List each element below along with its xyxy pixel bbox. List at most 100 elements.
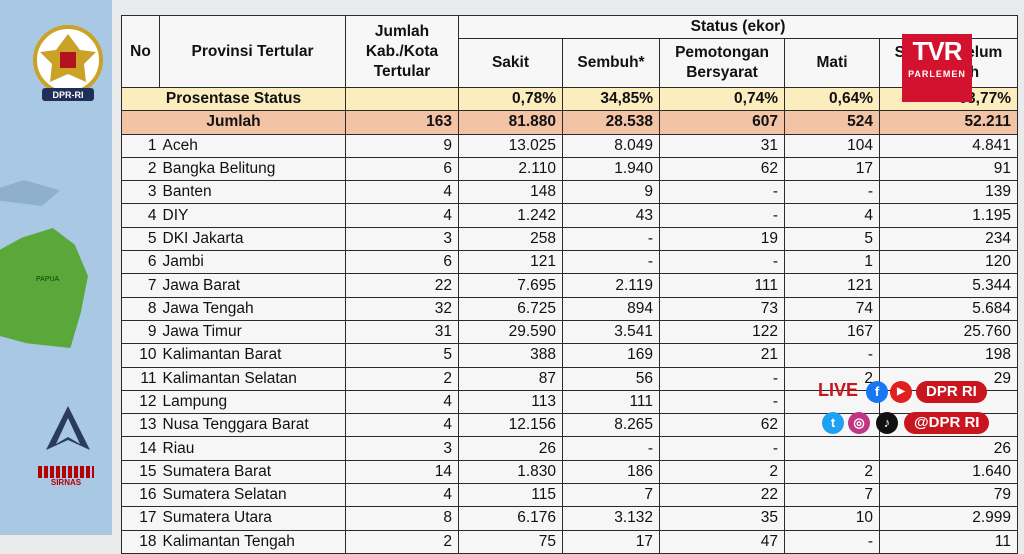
prosentase-potong: 0,74% [659,86,785,112]
province-name: Riau [159,436,346,461]
header-no: No [121,15,160,88]
kab-count: 6 [345,156,459,182]
row-number: 10 [121,343,160,368]
sembuh-value: 17 [562,529,660,554]
province-name: Jawa Barat [159,273,346,298]
kab-count: 5 [345,343,459,368]
pemotongan-value: - [659,366,785,391]
sembuh-value: 9 [562,180,660,205]
row-number: 17 [121,506,160,531]
mati-value: 104 [784,133,880,158]
pemotongan-value: 62 [659,156,785,182]
belum-sembuh-value: 139 [878,180,1019,205]
belum-sembuh-value: 234 [878,226,1019,252]
belum-sembuh-value: 120 [878,250,1019,275]
live-label: LIVE [818,380,859,400]
mati-value: - [784,343,880,368]
pemotongan-value: 21 [659,343,785,368]
tiktok-icon[interactable]: ♪ [876,412,898,434]
youtube-icon[interactable]: ▶ [890,381,912,403]
jumlah-potong: 607 [659,110,785,135]
sembuh-value: 8.265 [562,413,660,438]
belum-sembuh-value: 26 [878,436,1019,461]
table-row: 14 Riau 3 26- -26 [121,436,1019,461]
kab-count: 3 [345,226,459,252]
kab-count: 2 [345,529,459,554]
prosentase-label: Prosentase Status [121,86,346,112]
mati-value [784,436,880,461]
province-name: Sumatera Barat [159,459,346,485]
row-number: 16 [121,483,160,508]
sakit-value: 29.590 [458,319,563,345]
pemotongan-value: 2 [659,459,785,485]
jumlah-row: Jumlah 163 81.880 28.538 607 524 52.211 [121,110,1019,135]
table-row: 15 Sumatera Barat 14 1.830 186 2 2 1.640 [121,459,1019,485]
sembuh-value: 186 [562,459,660,485]
pemotongan-value: 111 [659,273,785,298]
pemotongan-value: 22 [659,483,785,508]
sembuh-value: 43 [562,203,660,228]
jumlah-sakit: 81.880 [458,110,563,135]
belum-sembuh-value: 11 [878,529,1019,554]
province-name: Jambi [159,250,346,275]
header-jumlah-kab: Jumlah Kab./Kota Tertular [345,15,459,88]
sembuh-value: 1.940 [562,156,660,182]
province-name: Sumatera Selatan [159,483,346,508]
province-name: Kalimantan Selatan [159,366,346,391]
dpr-ri-handle[interactable]: DPR RI [916,381,987,403]
table-row: 7 Jawa Barat 22 7.695 2.119 111 121 5.344 [121,273,1019,298]
province-name: Lampung [159,389,346,415]
row-number: 7 [121,273,160,298]
kab-count: 32 [345,296,459,321]
province-name: Banten [159,180,346,205]
row-number: 14 [121,436,160,461]
pemotongan-value: - [659,389,785,415]
row-number: 18 [121,529,160,554]
table-row: 16 Sumatera Selatan 4 115 7 22 7 79 [121,483,1019,508]
province-name: Aceh [159,133,346,158]
triangle-logo-icon [46,406,90,450]
kab-count: 31 [345,319,459,345]
province-name: Bangka Belitung [159,156,346,182]
sakit-value: 148 [458,180,563,205]
mati-value: - [784,529,880,554]
instagram-icon[interactable]: ◎ [848,412,870,434]
belum-sembuh-value: 1.195 [878,203,1019,228]
row-number: 11 [121,366,160,391]
facebook-icon[interactable]: f [866,381,888,403]
dpr-ri-social-handle[interactable]: @DPR RI [904,412,990,434]
dpr-emblem-icon: DPR-RI [33,25,103,101]
row-number: 9 [121,319,160,345]
sakit-value: 115 [458,483,563,508]
pemotongan-value: - [659,436,785,461]
sakit-value: 121 [458,250,563,275]
map-papua-shape [0,228,88,348]
province-rows: 1 Aceh 9 13.025 8.049 31 104 4.841 2 Bangka Belit… [121,133,1019,554]
mati-value [784,389,880,415]
prosentase-sakit: 0,78% [458,86,563,112]
mati-value: 1 [784,250,880,275]
sembuh-value: 7 [562,483,660,508]
sakit-value: 258 [458,226,563,252]
table-row: 1 Aceh 9 13.025 8.049 31 104 4.841 [121,133,1019,158]
header-status-group: Status (ekor) [457,15,1019,39]
prosentase-sembuh: 34,85% [562,86,660,112]
sembuh-value: 3.132 [562,506,660,531]
sakit-value: 75 [458,529,563,554]
prosentase-kab [345,86,459,112]
sembuh-value: - [562,436,660,461]
table-row: 18 Kalimantan Tengah 2 75 17 47-11 [121,529,1019,554]
pemotongan-value: 122 [659,319,785,345]
sembuh-value: 169 [562,343,660,368]
pemotongan-value: 62 [659,413,785,438]
mati-value: 17 [784,156,880,182]
pemotongan-value: 31 [659,133,785,158]
twitter-icon[interactable]: t [822,412,844,434]
sakit-value: 1.242 [458,203,563,228]
jumlah-sembuh: 28.538 [562,110,660,135]
jumlah-kab: 163 [345,110,459,135]
sirnas-logo: SIRNAS [38,466,94,488]
header-mati: Mati [784,38,880,88]
pemotongan-value: 19 [659,226,785,252]
header-pemotongan: Pemotongan Bersyarat [659,38,785,88]
